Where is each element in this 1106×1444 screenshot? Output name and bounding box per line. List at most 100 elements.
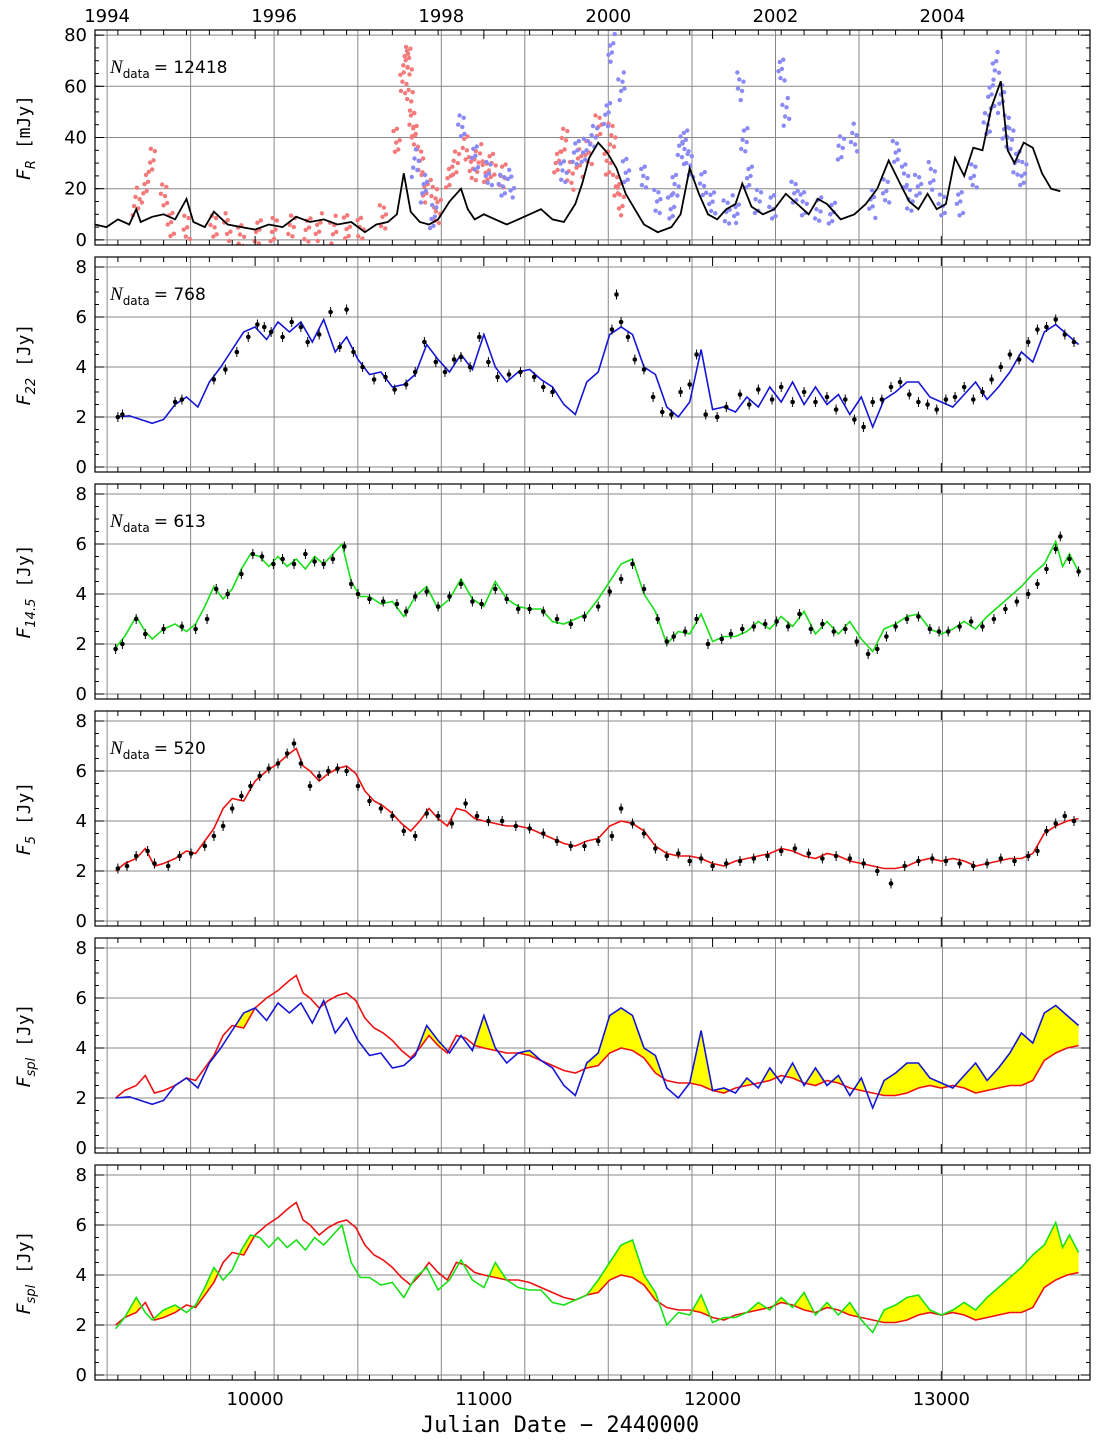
optical-point (499, 193, 504, 198)
optical-point (678, 134, 683, 139)
optical-point (508, 188, 513, 193)
data-point (929, 856, 935, 861)
optical-point (406, 55, 412, 61)
x-tick-label: 11000 (455, 1389, 512, 1410)
data-point (213, 586, 219, 592)
optical-point (769, 216, 775, 221)
optical-point (873, 215, 878, 221)
y-tick-label: 0 (76, 911, 87, 932)
data-point (660, 409, 665, 415)
optical-point (738, 97, 743, 103)
optical-point (915, 184, 920, 189)
data-point (1025, 853, 1031, 859)
optical-point (302, 236, 307, 242)
optical-point (1016, 158, 1021, 163)
optical-point (726, 221, 732, 226)
optical-point (212, 225, 217, 230)
data-point (943, 858, 949, 864)
ylabel-unit: [mJy] (14, 95, 35, 160)
optical-point (461, 115, 466, 121)
data-point (1044, 324, 1049, 330)
data-point (179, 397, 185, 402)
optical-point (590, 123, 596, 129)
data-point (344, 768, 349, 774)
optical-point (253, 229, 259, 235)
data-point (211, 377, 217, 382)
data-point (687, 382, 692, 387)
optical-point (735, 86, 741, 91)
optical-point (735, 211, 740, 216)
optical-point (170, 210, 175, 216)
optical-point (418, 200, 424, 205)
data-point (751, 624, 757, 629)
data-point (133, 853, 139, 859)
optical-point (268, 239, 273, 244)
data-point (774, 619, 779, 624)
optical-point (882, 198, 888, 203)
grid (95, 1165, 1090, 1380)
optical-point (604, 103, 609, 108)
optical-point (468, 159, 474, 164)
data-point (724, 404, 729, 410)
optical-point (611, 144, 617, 149)
grid (95, 938, 1090, 1153)
data-point (371, 377, 377, 382)
data-point (527, 606, 532, 612)
optical-point (409, 135, 414, 140)
data-point (968, 619, 974, 624)
optical-point (675, 193, 680, 198)
optical-point (334, 229, 339, 235)
data-point (1053, 821, 1058, 826)
data-point (504, 596, 510, 602)
data-point (541, 831, 546, 836)
data-point (120, 641, 125, 647)
optical-point (421, 181, 426, 187)
optical-point (767, 204, 772, 210)
optical-point (137, 197, 142, 202)
optical-point (991, 77, 996, 82)
optical-point (870, 204, 875, 209)
optical-point (496, 181, 501, 187)
optical-point (256, 241, 261, 245)
optical-point (424, 179, 430, 184)
data-point (531, 374, 537, 380)
y-axis-label: FR [mJy] (13, 95, 39, 180)
difference-fill (955, 1006, 1079, 1093)
optical-point (409, 67, 414, 72)
panel-4: 0 2 4 6 8 F5 [Jy] Ndata = 520 (13, 710, 1091, 932)
optical-point (147, 160, 153, 165)
optical-point (579, 154, 584, 159)
data-point (506, 372, 512, 377)
optical-point (787, 116, 792, 122)
optical-point (617, 192, 622, 197)
optical-point (333, 213, 338, 218)
optical-point (408, 113, 414, 118)
optical-point (607, 142, 613, 147)
data-point (778, 848, 784, 854)
data-point (870, 399, 875, 405)
optical-point (493, 163, 498, 168)
data-point (1035, 848, 1040, 854)
optical-point (502, 191, 508, 196)
optical-point (406, 87, 411, 93)
optical-point (407, 72, 412, 77)
optical-point (896, 148, 902, 153)
optical-point (427, 225, 433, 231)
optical-point (758, 190, 764, 195)
data-point (820, 621, 825, 627)
ylabel-sub: spl (24, 1284, 39, 1303)
ylabel-unit: [Jy] (14, 1231, 35, 1285)
optical-point (672, 181, 677, 187)
data-point (641, 367, 647, 372)
optical-point (447, 182, 452, 188)
difference-fill (691, 1033, 730, 1093)
grid (95, 711, 1090, 926)
optical-point (581, 136, 586, 141)
optical-point (884, 188, 889, 194)
optical-point (141, 191, 146, 196)
data-point (172, 399, 178, 405)
optical-point (139, 200, 145, 205)
optical-point (391, 128, 396, 134)
optical-point (994, 59, 999, 64)
